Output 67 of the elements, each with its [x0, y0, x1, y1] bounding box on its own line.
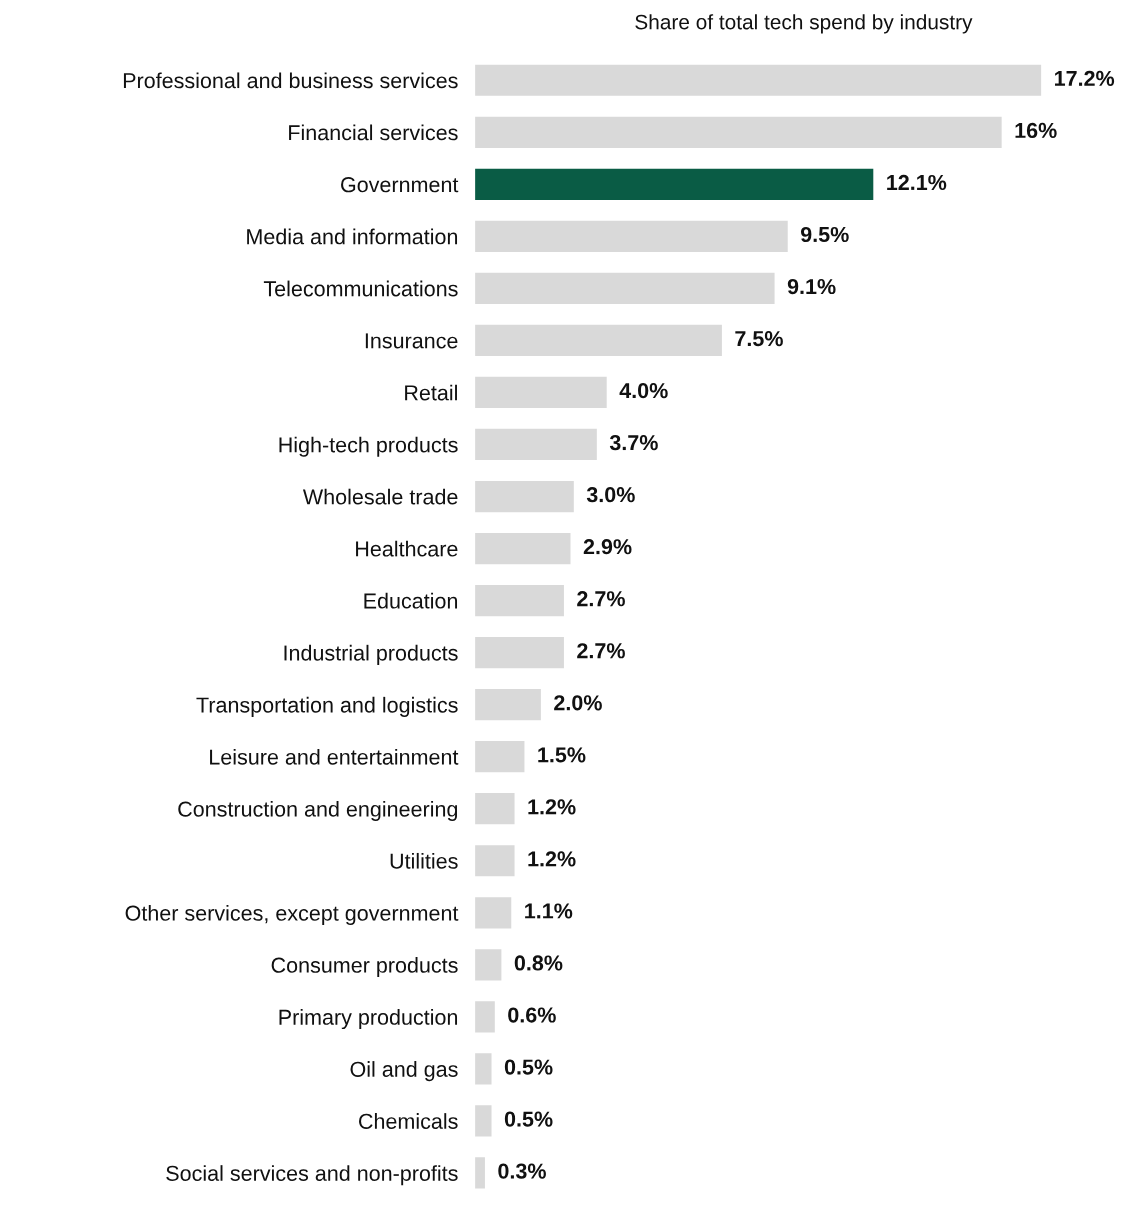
data-label: 0.6% [508, 1007, 556, 1023]
bar [475, 220, 788, 252]
y-tick-label: Industrial products [284, 644, 458, 665]
data-label: 17.2% [1055, 70, 1115, 86]
bar [475, 689, 541, 721]
data-label: 12.1% [887, 174, 947, 191]
bar [475, 272, 775, 304]
y-tick-label: Healthcare [356, 540, 458, 557]
y-tick-label: Government [341, 177, 459, 193]
bar [475, 845, 515, 877]
data-label: 0.8% [514, 955, 563, 971]
bar [475, 428, 597, 461]
data-label: 2.9% [583, 539, 632, 555]
bar [475, 64, 1042, 96]
bar [475, 532, 571, 565]
data-label: 2.0% [554, 695, 602, 711]
y-tick-label: Primary production [279, 1009, 458, 1030]
y-tick-label: Financial services [289, 124, 458, 141]
bar [475, 116, 1002, 148]
data-label: 4.0% [619, 382, 668, 399]
data-label: 1.2% [528, 851, 576, 867]
y-tick-label: Transportation and logistics [196, 696, 458, 717]
bar [475, 1053, 492, 1085]
data-label: 9.1% [787, 278, 836, 295]
y-tick-label: Construction and engineering [178, 800, 458, 821]
y-tick-label: Insurance [365, 333, 458, 349]
bar [475, 480, 574, 513]
y-tick-label: Consumer products [271, 957, 458, 978]
y-tick-label: Oil and gas [350, 1061, 458, 1082]
y-tick-label: Wholesale trade [302, 488, 458, 505]
chart-title: Share of total tech spend by industry [635, 14, 973, 34]
data-label: 0.3% [498, 1163, 546, 1179]
data-label: 0.5% [504, 1111, 553, 1127]
bar [475, 637, 564, 669]
data-label: 0.5% [504, 1059, 553, 1075]
y-tick-label: Education [364, 592, 458, 609]
y-tick-label: Leisure and entertainment [210, 748, 459, 765]
y-tick-label: Professional and business services [123, 72, 458, 89]
bar [475, 741, 525, 773]
y-tick-label: Social services and non-profits [166, 1165, 458, 1186]
data-label: 16% [1015, 122, 1057, 139]
bar [475, 584, 564, 617]
y-tick-label: Utilities [390, 852, 458, 869]
bar [475, 897, 512, 929]
data-label: 1.2% [528, 799, 576, 815]
data-label: 1.1% [525, 903, 573, 919]
data-label: 7.5% [735, 331, 783, 347]
bar [475, 376, 607, 409]
y-tick-label: Media and information [247, 228, 458, 245]
data-label: 2.7% [577, 643, 625, 659]
bar [475, 1105, 492, 1137]
data-label: 2.7% [577, 591, 625, 607]
y-tick-label: High-tech products [279, 436, 458, 457]
data-label: 3.7% [609, 435, 658, 451]
data-label: 3.0% [586, 487, 635, 503]
bar [475, 324, 722, 357]
data-label: 1.5% [538, 747, 586, 763]
bar [475, 1157, 485, 1189]
data-label: 9.5% [800, 226, 849, 243]
y-tick-label: Other services, except government [125, 904, 459, 926]
bar [475, 949, 502, 981]
bar [475, 1001, 495, 1033]
y-tick-label: Telecommunications [263, 280, 458, 297]
y-tick-label: Chemicals [359, 1113, 458, 1129]
bar [475, 793, 515, 825]
y-tick-label: Retail [405, 384, 457, 401]
bar [475, 168, 874, 200]
